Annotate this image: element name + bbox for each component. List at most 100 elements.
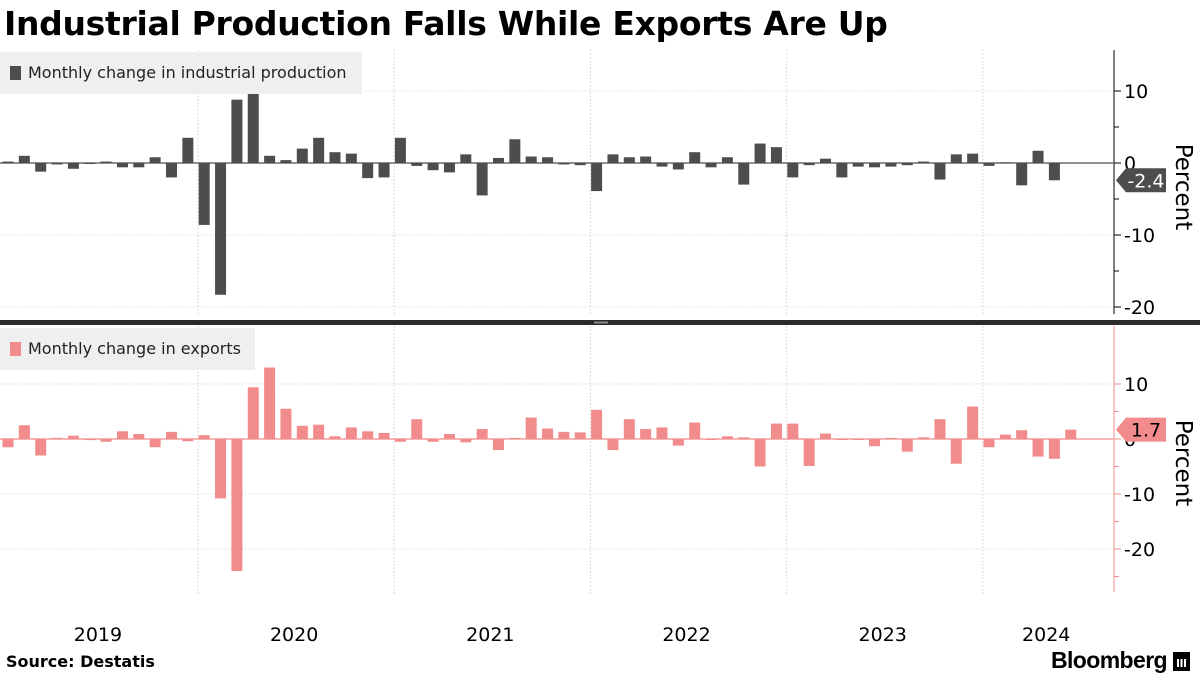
bar-ip-16: [264, 155, 276, 163]
bar-exp-46: [754, 439, 766, 467]
legend-swatch-exp: [10, 342, 21, 356]
bar-ip-4: [67, 163, 79, 169]
bar-ip-13: [215, 163, 227, 295]
x-tick-label-2023: 2023: [859, 624, 907, 646]
y-tick-label-ip--20: -20: [1124, 297, 1155, 319]
legend-swatch-ip: [10, 66, 21, 80]
bar-ip-20: [329, 152, 341, 163]
legend-label-ip: Monthly change in industrial production: [28, 63, 347, 82]
bar-exp-7: [116, 431, 128, 439]
bloomberg-logo: Bloomberg: [1051, 647, 1190, 674]
bar-exp-64: [1048, 439, 1060, 459]
bar-exp-59: [967, 406, 979, 439]
y-tick-label-exp-10: 10: [1124, 374, 1148, 396]
bar-exp-14: [231, 439, 243, 571]
bar-exp-58: [950, 439, 962, 464]
bar-exp-11: [182, 439, 194, 442]
bar-exp-55: [901, 439, 913, 452]
bar-exp-13: [215, 439, 227, 499]
chart-title: Industrial Production Falls While Export…: [4, 4, 888, 43]
bar-ip-18: [296, 148, 308, 163]
bar-ip-36: [591, 163, 603, 192]
bar-ip-22: [362, 163, 374, 179]
bar-exp-21: [345, 427, 357, 439]
bar-ip-38: [623, 157, 635, 163]
bar-ip-9: [149, 157, 161, 163]
bar-exp-32: [525, 417, 537, 439]
bar-ip-7: [116, 163, 128, 168]
bar-ip-64: [1048, 163, 1060, 181]
bar-exp-63: [1032, 439, 1044, 457]
bar-ip-49: [803, 163, 815, 166]
bar-ip-62: [1016, 163, 1028, 186]
bar-ip-52: [852, 163, 864, 167]
bar-ip-2: [35, 163, 47, 172]
bar-ip-15: [247, 89, 259, 163]
bar-ip-56: [918, 161, 930, 163]
bar-ip-58: [950, 154, 962, 163]
bar-ip-10: [166, 163, 177, 178]
bar-exp-8: [133, 434, 145, 439]
bar-ip-31: [509, 139, 521, 163]
y-tick-label-ip--10: -10: [1124, 225, 1155, 247]
x-tick-label-2020: 2020: [270, 624, 318, 646]
y-axis-title-ip: Percent: [1170, 144, 1196, 231]
bar-exp-22: [362, 431, 374, 439]
legend-box-exp: [0, 328, 255, 370]
bar-exp-39: [640, 429, 652, 439]
bar-exp-40: [656, 427, 668, 439]
bar-exp-44: [721, 436, 733, 439]
bar-ip-21: [345, 153, 357, 163]
bar-ip-44: [721, 157, 733, 163]
legend-box-ip: [0, 52, 362, 94]
last-value-label-ip: -2.4: [1127, 170, 1164, 192]
x-tick-label-2022: 2022: [662, 624, 710, 646]
legend-label-exp: Monthly change in exports: [28, 339, 241, 358]
bar-exp-29: [476, 429, 488, 439]
bar-ip-28: [460, 154, 472, 163]
bar-exp-37: [607, 439, 619, 450]
bar-ip-45: [738, 163, 750, 185]
last-value-callout-ip: [1116, 168, 1166, 193]
bar-exp-15: [247, 387, 259, 439]
bloomberg-icon: [1173, 652, 1190, 671]
bar-ip-63: [1032, 150, 1044, 163]
bar-ip-32: [525, 156, 537, 163]
bar-exp-17: [280, 408, 292, 439]
bar-ip-25: [411, 163, 423, 166]
bar-ip-11: [182, 137, 194, 163]
source-note: Source: Destatis: [6, 652, 155, 671]
bar-exp-33: [542, 428, 554, 439]
x-tick-label-2024: 2024: [1022, 624, 1070, 646]
bar-exp-38: [623, 419, 635, 439]
bar-exp-57: [934, 419, 946, 439]
bar-ip-48: [787, 163, 799, 178]
bar-exp-9: [149, 439, 161, 448]
bar-ip-35: [574, 163, 586, 166]
bar-exp-23: [378, 432, 390, 439]
bar-exp-25: [411, 419, 423, 439]
bar-exp-49: [803, 439, 815, 466]
x-axis: 2019 2020 2021 2022 2023 2024: [74, 624, 1071, 646]
x-tick-label-2021: 2021: [466, 624, 514, 646]
bar-ip-23: [378, 163, 390, 178]
bar-ip-8: [133, 163, 145, 168]
last-value-label-exp: 1.7: [1131, 420, 1161, 442]
bar-exp-20: [329, 436, 341, 439]
bar-ip-59: [967, 153, 979, 163]
y-tick-label-exp--20: -20: [1124, 539, 1155, 561]
bar-exp-24: [394, 439, 406, 442]
bar-exp-30: [493, 439, 504, 450]
bar-exp-53: [869, 439, 881, 447]
bar-ip-41: [672, 163, 684, 170]
bar-exp-48: [787, 423, 799, 439]
panel-exports: Monthly change in exports100-10-20Percen…: [0, 320, 1200, 594]
bar-exp-65: [1065, 429, 1077, 439]
bar-exp-12: [198, 435, 210, 439]
bar-exp-2: [35, 439, 47, 456]
bar-exp-34: [558, 431, 570, 439]
bar-exp-27: [443, 434, 455, 439]
bar-exp-16: [264, 367, 276, 439]
bar-ip-37: [607, 154, 619, 163]
